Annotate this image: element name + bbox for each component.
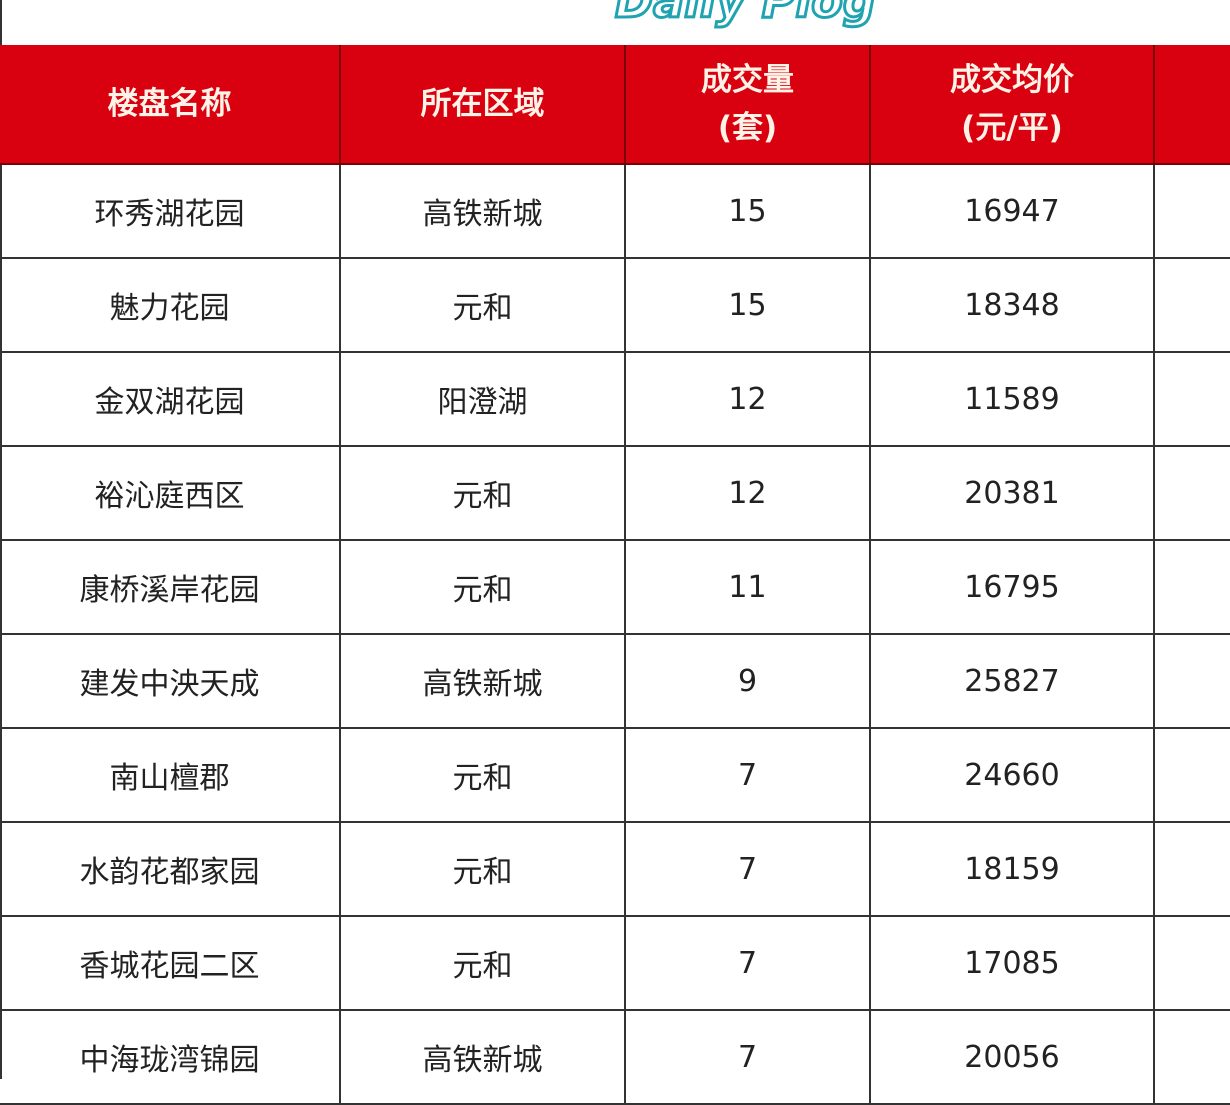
header-text: 成交均价 — [950, 62, 1074, 98]
header-cell: 楼盘名称 — [0, 45, 341, 165]
header-text: 成交量 — [701, 62, 794, 98]
table-cell: 16947 — [871, 165, 1155, 259]
table-cell: 25827 — [871, 635, 1155, 729]
table-cell: 11 — [626, 541, 871, 635]
table-cell — [1155, 729, 1230, 823]
watermark: Daily Plog — [614, 0, 878, 30]
table-cell: 魅力花园 — [0, 259, 341, 353]
table-cell: 15 — [626, 165, 871, 259]
table-cell: 12 — [626, 353, 871, 447]
table-cell — [1155, 447, 1230, 541]
table-cell: 7 — [626, 1011, 871, 1105]
table-cell: 7 — [626, 917, 871, 1011]
table-cell — [1155, 353, 1230, 447]
header-cell: 所在区域 — [341, 45, 626, 165]
table-cell: 香城花园二区 — [0, 917, 341, 1011]
table-cell: 元和 — [341, 541, 626, 635]
header-cell — [1155, 45, 1230, 165]
table-cell: 水韵花都家园 — [0, 823, 341, 917]
table-cell: 24660 — [871, 729, 1155, 823]
table-cell: 7 — [626, 729, 871, 823]
table-cell: 7 — [626, 823, 871, 917]
table-cell: 高铁新城 — [341, 635, 626, 729]
table-cell: 元和 — [341, 917, 626, 1011]
table-cell — [1155, 823, 1230, 917]
table-cell: 12 — [626, 447, 871, 541]
table-cell: 元和 — [341, 823, 626, 917]
table-cell: 11589 — [871, 353, 1155, 447]
header-text: 楼盘名称 — [107, 86, 232, 122]
table-cell: 阳澄湖 — [341, 353, 626, 447]
table-cell: 15 — [626, 259, 871, 353]
table-cell: 高铁新城 — [341, 165, 626, 259]
table-cell — [1155, 635, 1230, 729]
table-cell — [1155, 917, 1230, 1011]
table-cell — [1155, 1011, 1230, 1105]
table-cell: 16795 — [871, 541, 1155, 635]
table-cell: 20056 — [871, 1011, 1155, 1105]
table-cell — [1155, 541, 1230, 635]
header-cell: 成交量 (套) — [626, 45, 871, 165]
table-cell: 南山檀郡 — [0, 729, 341, 823]
table-cell: 9 — [626, 635, 871, 729]
table-cell: 元和 — [341, 259, 626, 353]
table-cell: 20381 — [871, 447, 1155, 541]
table-cell: 金双湖花园 — [0, 353, 341, 447]
table-cell: 17085 — [871, 917, 1155, 1011]
table-cell: 元和 — [341, 729, 626, 823]
table-cell: 高铁新城 — [341, 1011, 626, 1105]
table-cell: 建发中泱天成 — [0, 635, 341, 729]
header-text: 所在区域 — [420, 86, 545, 122]
header-text: (套) — [717, 110, 778, 146]
header-text: (元/平) — [961, 110, 1063, 146]
header-cell: 成交均价 (元/平) — [871, 45, 1155, 165]
table-cell — [1155, 165, 1230, 259]
table-cell — [1155, 259, 1230, 353]
table-cell: 康桥溪岸花园 — [0, 541, 341, 635]
table-cell: 18348 — [871, 259, 1155, 353]
table-cell: 裕沁庭西区 — [0, 447, 341, 541]
table-cell: 中海珑湾锦园 — [0, 1011, 341, 1105]
table-cell: 18159 — [871, 823, 1155, 917]
table-cell: 环秀湖花园 — [0, 165, 341, 259]
table-cell: 元和 — [341, 447, 626, 541]
